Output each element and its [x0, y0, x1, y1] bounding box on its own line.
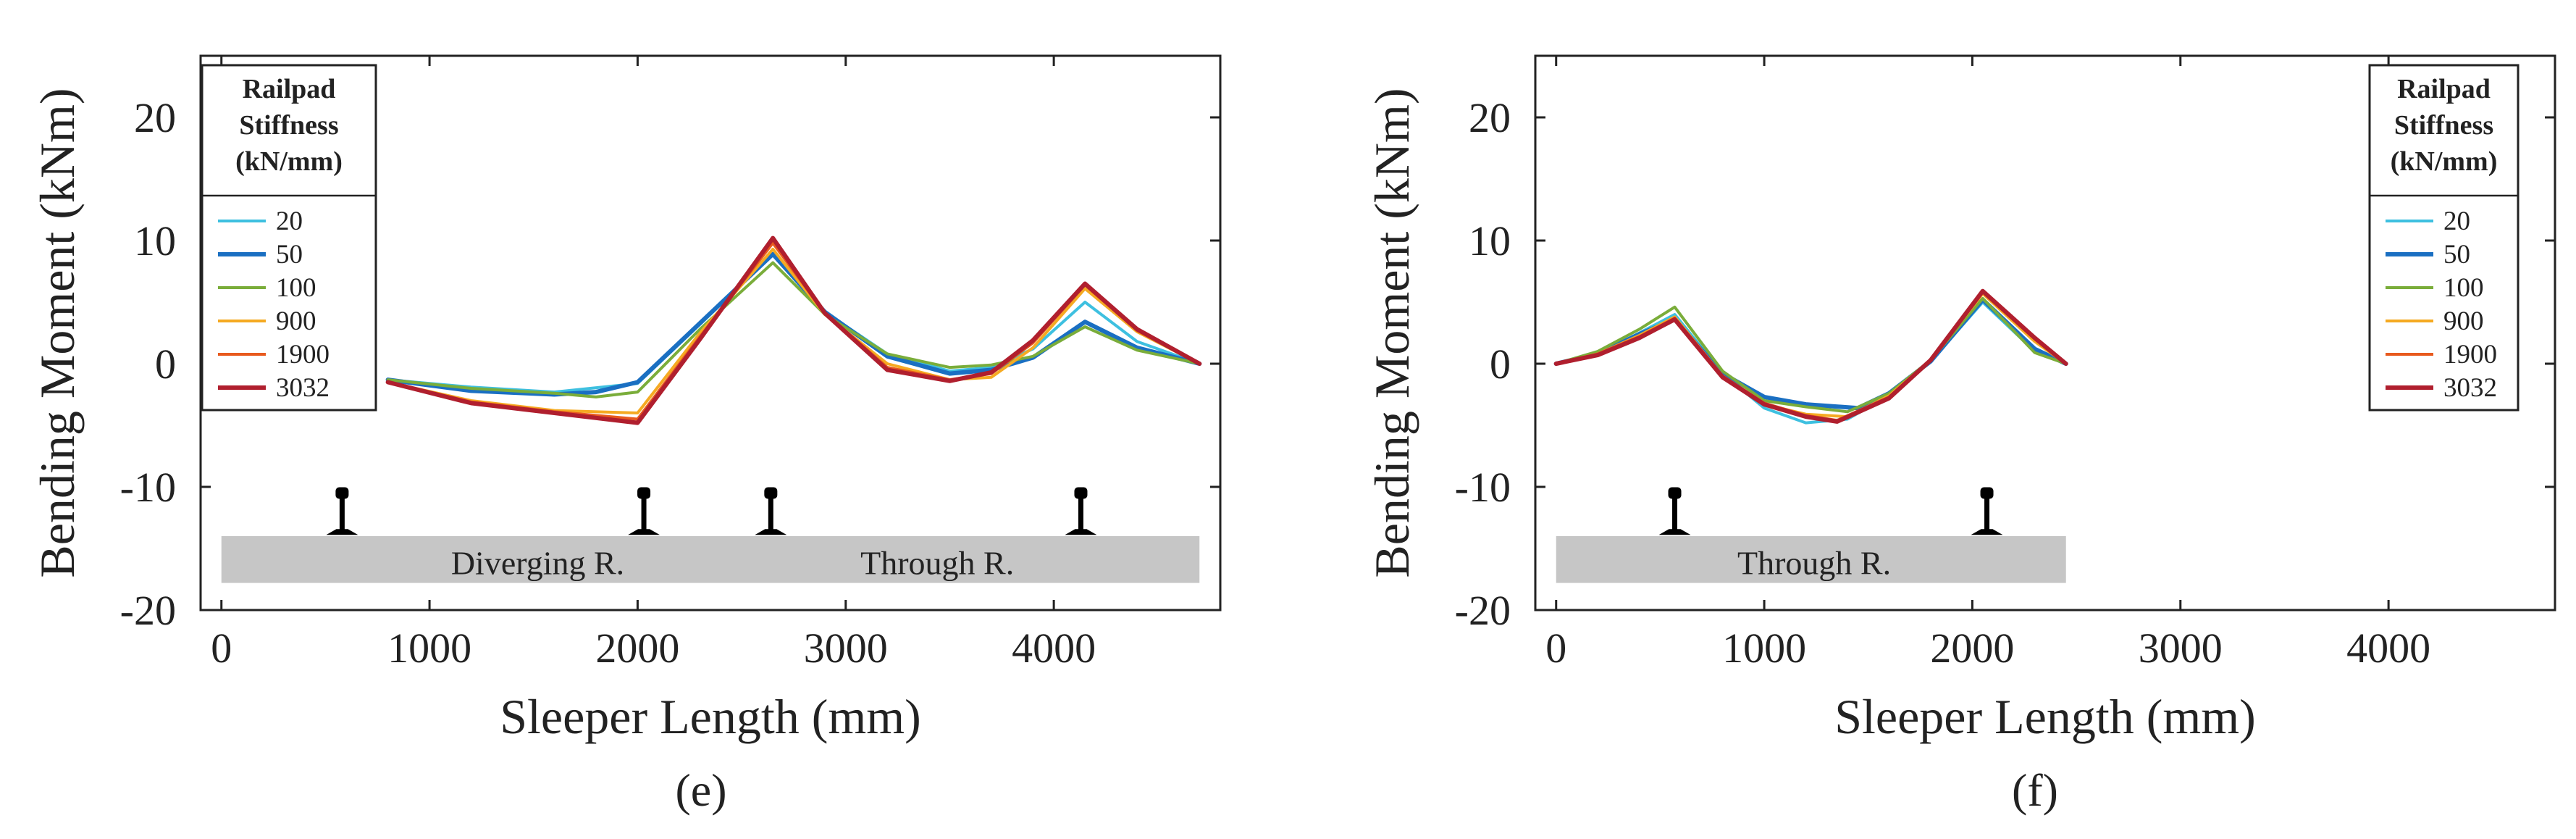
- track-label: Through R.: [1737, 544, 1891, 581]
- series-line-50: [1553, 297, 2068, 411]
- y-tick-label: 20: [1469, 94, 1511, 141]
- legend-entry: 20: [276, 206, 303, 236]
- legend-title: Stiffness: [2394, 110, 2493, 141]
- series-line-3032: [1553, 288, 2068, 424]
- legend-entry: 1900: [276, 340, 330, 370]
- rail-profile-icon: [1971, 487, 2003, 535]
- x-tick-label: 3000: [2139, 625, 2223, 672]
- rail-head: [1668, 487, 1682, 499]
- y-tick-label: 0: [155, 341, 176, 388]
- legend-entry: 50: [276, 240, 303, 270]
- rail-web: [768, 497, 773, 533]
- rail-web: [339, 497, 345, 533]
- rail-profile-icon: [326, 487, 358, 535]
- rail-profile-icon: [1658, 487, 1691, 535]
- y-tick-label: 0: [1490, 341, 1511, 388]
- legend-entry: 100: [2443, 273, 2484, 303]
- y-tick-label: 20: [134, 94, 176, 141]
- legend-entry: 1900: [2443, 340, 2497, 370]
- legend-entry: 900: [276, 306, 316, 336]
- rail-head: [335, 487, 349, 499]
- y-tick-label: -20: [120, 587, 176, 634]
- rail-web: [641, 497, 647, 533]
- y-tick-label: -10: [120, 464, 176, 511]
- chart-panel-1: Diverging R. Through R.0 1000 2000 3000 4000-…: [30, 54, 1222, 816]
- legend-entry: 900: [2443, 306, 2484, 336]
- x-tick-label: 1000: [387, 625, 471, 672]
- rail-head: [764, 487, 778, 499]
- legend-entry: 20: [2443, 206, 2470, 236]
- x-tick-label: 2000: [595, 625, 679, 672]
- legend-box: [2368, 64, 2520, 412]
- rail-profile-icon: [1065, 487, 1097, 535]
- legend-title: Stiffness: [239, 110, 338, 141]
- rail-foot: [1658, 529, 1691, 535]
- rail-foot: [628, 529, 660, 535]
- legend-title: Railpad: [243, 74, 336, 104]
- plot-frame: [199, 54, 1222, 611]
- x-tick-label: 2000: [1930, 625, 2014, 672]
- legend-box: [201, 64, 377, 412]
- y-axis-label: Bending Moment (kNm): [1364, 88, 1419, 577]
- panel-label: (e): [675, 764, 726, 816]
- track-label: Through R.: [860, 544, 1014, 581]
- legend-entry: 50: [2443, 240, 2470, 270]
- legend-title: (kN/mm): [2391, 146, 2498, 177]
- sleeper-bar: [221, 536, 1200, 583]
- rail-web: [1672, 497, 1678, 533]
- x-axis-label: Sleeper Length (mm): [1834, 689, 2256, 744]
- panel-label: (f): [2012, 764, 2058, 816]
- chart-panel-2: Through R. 0 1000 2000 3000 4000 -20 -10 0 10 20 Sl…: [1364, 54, 2556, 816]
- y-axis-label: Bending Moment (kNm): [30, 88, 85, 577]
- rail-web: [1078, 497, 1083, 533]
- y-tick-label: -10: [1455, 464, 1511, 511]
- x-tick-label: 1000: [1722, 625, 1806, 672]
- x-tick-label: 3000: [804, 625, 888, 672]
- rail-foot: [755, 529, 787, 535]
- series-line-900: [1554, 292, 2068, 419]
- series-line-100: [386, 261, 1201, 398]
- plot-frame: [1534, 54, 2556, 611]
- series-line-100: [1554, 296, 2068, 414]
- rail-profile-icon: [755, 487, 787, 535]
- legend-entry: 3032: [276, 373, 330, 403]
- rail-profile-icon: [628, 487, 660, 535]
- rail-foot: [1971, 529, 2003, 535]
- x-axis-label: Sleeper Length (mm): [500, 689, 921, 744]
- rail-foot: [326, 529, 358, 535]
- rail-foot: [1065, 529, 1097, 535]
- rail-head: [1980, 487, 1994, 499]
- sleeper-bar: [1556, 536, 2066, 583]
- y-tick-label: 10: [134, 217, 176, 264]
- y-tick-label: 10: [1469, 217, 1511, 264]
- series-line-1900: [1554, 291, 2068, 422]
- track-label: Diverging R.: [451, 544, 624, 581]
- x-tick-label: 0: [1545, 625, 1566, 672]
- x-tick-label: 4000: [1012, 625, 1096, 672]
- x-tick-label: 4000: [2346, 625, 2430, 672]
- x-tick-label: 0: [211, 625, 232, 672]
- legend-title: (kN/mm): [235, 146, 343, 177]
- legend-entry: 100: [276, 273, 316, 303]
- series-line-3032: [385, 235, 1202, 425]
- legend-entry: 3032: [2443, 373, 2497, 403]
- legend-title: Railpad: [2397, 74, 2491, 104]
- rail-head: [637, 487, 651, 499]
- y-tick-label: -20: [1455, 587, 1511, 634]
- rail-web: [1984, 497, 1990, 533]
- rail-head: [1074, 487, 1088, 499]
